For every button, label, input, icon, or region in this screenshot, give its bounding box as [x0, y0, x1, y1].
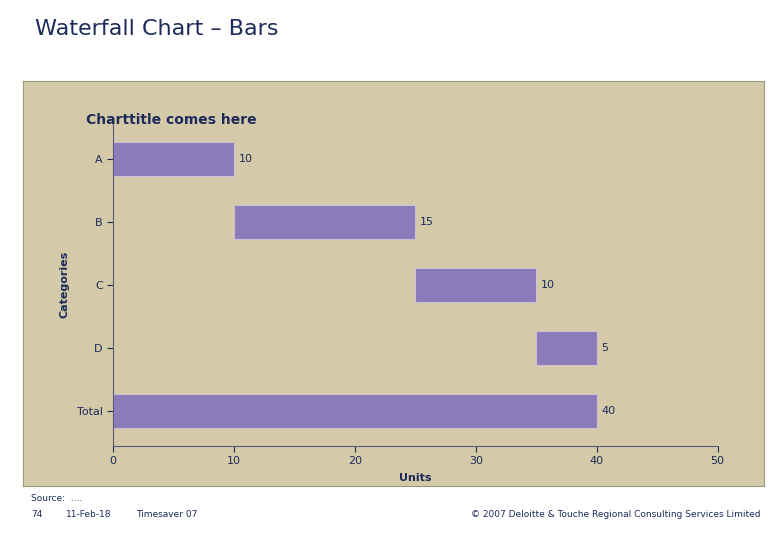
Text: 11-Feb-18: 11-Feb-18: [66, 510, 112, 519]
Text: 74: 74: [31, 510, 43, 519]
Text: Waterfall Chart – Bars: Waterfall Chart – Bars: [35, 19, 278, 39]
Text: 40: 40: [601, 406, 615, 416]
Bar: [234, 205, 415, 239]
Text: 5: 5: [601, 343, 608, 353]
Text: Timesaver 07: Timesaver 07: [136, 510, 198, 519]
Text: Charttitle comes here: Charttitle comes here: [87, 113, 257, 127]
Bar: [415, 267, 537, 302]
Text: 15: 15: [420, 217, 434, 227]
Text: 10: 10: [239, 154, 253, 164]
Text: © 2007 Deloitte & Touche Regional Consulting Services Limited: © 2007 Deloitte & Touche Regional Consul…: [471, 510, 760, 519]
Bar: [113, 141, 234, 176]
Bar: [537, 330, 597, 365]
X-axis label: Units: Units: [399, 473, 431, 483]
Y-axis label: Categories: Categories: [60, 251, 69, 319]
Text: 10: 10: [541, 280, 555, 290]
Text: Source:  ....: Source: ....: [31, 494, 83, 503]
Bar: [113, 394, 597, 428]
